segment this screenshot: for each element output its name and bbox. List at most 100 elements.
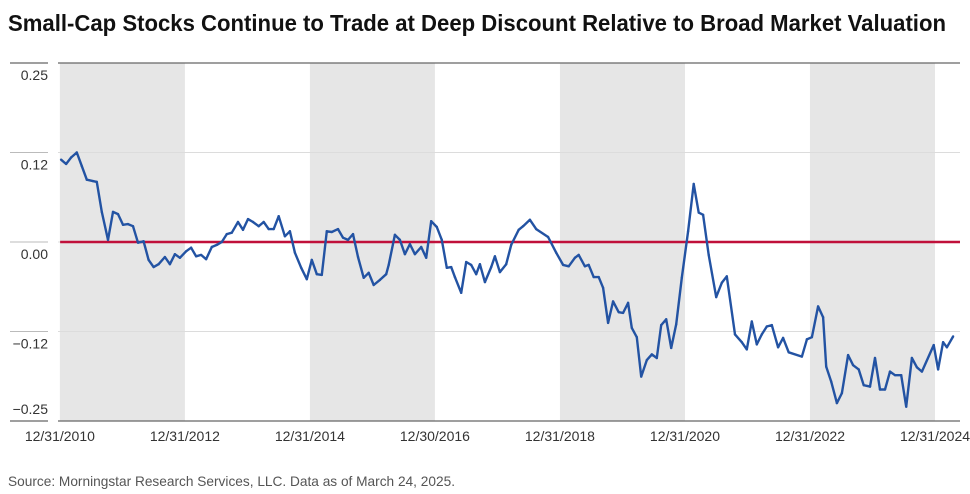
data-point [650, 353, 654, 356]
data-point [445, 266, 449, 269]
data-point [449, 265, 453, 269]
data-point [320, 273, 323, 277]
data-point [910, 356, 914, 360]
data-point [116, 212, 120, 216]
data-point [283, 235, 287, 238]
data-point [697, 211, 700, 214]
data-point [660, 323, 663, 327]
data-point [745, 348, 749, 351]
data-point [384, 273, 388, 276]
data-point [905, 405, 908, 408]
data-point [121, 223, 125, 227]
data-point [821, 315, 825, 319]
y-tick-label: 0.12 [21, 157, 48, 173]
x-tick-label: 12/31/2018 [525, 428, 595, 444]
data-point [915, 366, 919, 369]
data-point [583, 265, 587, 268]
data-point [189, 246, 193, 249]
data-point [617, 310, 620, 314]
data-point [483, 280, 487, 284]
data-point [715, 295, 718, 299]
y-tick-label: 0.25 [21, 67, 48, 83]
y-axis: 0.25 0.12 0.00 −0.12 −0.25 [10, 62, 49, 422]
data-point [868, 385, 872, 388]
data-point [932, 343, 935, 347]
data-point [941, 341, 945, 344]
data-point [85, 178, 88, 181]
data-point [640, 375, 643, 378]
data-point [862, 384, 865, 387]
data-point [367, 271, 370, 274]
data-point [356, 255, 360, 259]
data-point [765, 325, 769, 328]
source-note: Source: Morningstar Research Services, L… [8, 473, 455, 489]
data-point [163, 255, 167, 259]
data-point [469, 263, 473, 267]
data-point [686, 230, 690, 233]
data-point [429, 220, 433, 223]
data-point [204, 257, 208, 261]
data-point [857, 368, 860, 371]
data-point [528, 218, 532, 222]
x-tick-label: 12/31/2012 [150, 428, 220, 444]
data-point [413, 252, 417, 256]
data-point [534, 227, 538, 231]
data-point [800, 355, 804, 358]
data-point [825, 365, 828, 368]
x-tick-label: 12/31/2020 [650, 428, 720, 444]
data-point [106, 238, 110, 242]
data-point [293, 251, 297, 254]
data-point [670, 346, 673, 350]
data-point [246, 217, 250, 221]
data-point [755, 343, 759, 346]
data-point [951, 335, 955, 338]
x-tick-label: 12/31/2024 [900, 428, 970, 444]
y-tick-label: −0.25 [13, 401, 49, 417]
x-tick-label: 12/30/2016 [400, 428, 470, 444]
data-point [131, 225, 135, 228]
data-point [750, 320, 754, 323]
data-point [69, 156, 73, 159]
data-point [419, 245, 423, 249]
data-point [936, 368, 940, 371]
data-point [111, 210, 115, 214]
data-point [478, 262, 482, 266]
data-point [251, 220, 255, 224]
data-point [393, 233, 397, 237]
data-point [805, 338, 809, 341]
data-point [504, 262, 508, 266]
data-point [945, 346, 949, 349]
data-point [440, 238, 444, 242]
data-point [851, 363, 855, 367]
data-point [601, 286, 605, 290]
data-point [655, 356, 659, 360]
data-point [100, 210, 103, 214]
data-point [587, 263, 590, 267]
data-point [920, 370, 924, 373]
data-point [707, 253, 710, 257]
data-point [346, 238, 350, 242]
data-point [509, 243, 513, 247]
data-point [621, 311, 625, 315]
data-point [675, 323, 678, 326]
y-tick-label: −0.12 [13, 336, 49, 352]
data-point [225, 232, 228, 236]
data-point [220, 240, 223, 244]
data-point [199, 253, 203, 257]
data-point [262, 220, 265, 224]
data-point [152, 265, 155, 269]
data-point [554, 251, 558, 254]
data-point [157, 262, 160, 266]
x-axis: 12/31/2010 12/31/2012 12/31/2014 12/30/2016… [25, 428, 970, 444]
data-point [893, 373, 897, 377]
data-point [573, 256, 577, 259]
data-point [770, 323, 774, 327]
data-point [626, 301, 630, 305]
data-point [692, 182, 695, 186]
data-point [142, 240, 145, 243]
data-point [80, 164, 83, 168]
data-point [878, 388, 882, 391]
data-point [272, 227, 275, 231]
data-point [567, 265, 570, 268]
data-point [740, 341, 744, 344]
